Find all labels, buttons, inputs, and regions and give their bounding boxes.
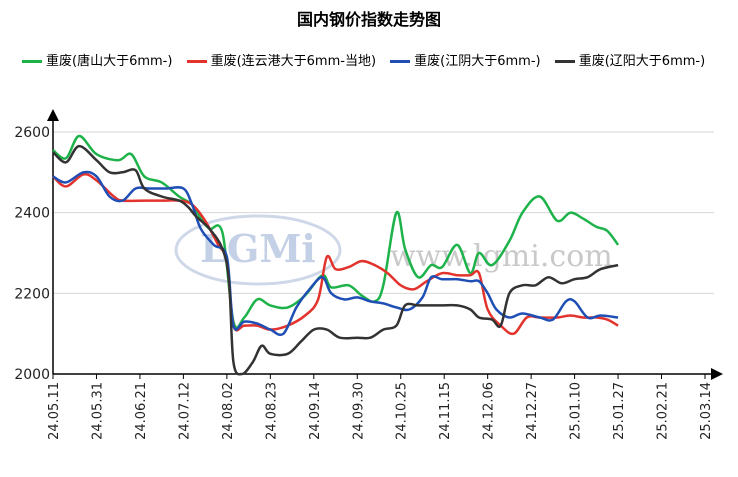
grid: [53, 131, 714, 294]
y-tick-label: 2600: [14, 125, 50, 141]
y-tick-label: 2400: [14, 206, 50, 222]
x-tick-labels: 24.05.11 24.05.31 24.06.21 24.07.12 24.08.02…: [47, 374, 714, 440]
x-tick-label: 24.08.23: [264, 382, 279, 440]
axes: [47, 109, 723, 380]
series-line-0: [52, 134, 620, 329]
x-tick-label: 24.08.02: [221, 382, 236, 440]
x-tick-label: 25.01.27: [612, 382, 627, 440]
series-lines: [52, 134, 620, 376]
series-line-1: [52, 172, 619, 336]
legend-label-lianyungang: 重废(连云港大于6mm-当地): [210, 54, 377, 69]
legend-swatch-liaoyang: [554, 60, 575, 63]
legend-label-tangshan: 重废(唐山大于6mm-): [46, 54, 173, 69]
y-axis-arrow: [47, 109, 59, 121]
x-tick-label: 24.09.14: [308, 382, 323, 440]
legend-swatch-tangshan: [22, 60, 42, 63]
y-tick-label: 2000: [14, 367, 50, 383]
x-tick-label: 25.01.10: [569, 382, 584, 440]
legend-swatch-lianyungang: [186, 60, 207, 63]
x-tick-label: 24.07.12: [177, 382, 192, 440]
legend-item-liaoyang: 重废(辽阳大于6mm-): [554, 52, 706, 71]
x-axis-arrow: [711, 368, 723, 380]
watermark-logo: [174, 214, 342, 286]
legend-item-lianyungang: 重废(连云港大于6mm-当地): [186, 52, 377, 71]
watermark-logo-text: LGMi: [200, 226, 316, 271]
chart-legend: 重废(唐山大于6mm-) 重废(连云港大于6mm-当地) 重废(江阴大于6mm-…: [22, 52, 722, 71]
x-tick-label: 24.05.11: [47, 382, 62, 440]
x-tick-label: 24.06.21: [134, 382, 149, 440]
legend-label-jiangyin: 重废(江阴大于6mm-): [414, 54, 541, 69]
legend-label-liaoyang: 重废(辽阳大于6mm-): [578, 54, 706, 69]
x-tick-label: 25.03.14: [699, 382, 714, 440]
series-line-3: [52, 144, 619, 376]
series-line-2: [52, 170, 619, 337]
x-tick-label: 24.09.30: [351, 382, 366, 440]
x-tick-label: 25.02.21: [656, 382, 671, 440]
y-tick-labels: 2000 2200 2400 2600: [14, 125, 50, 383]
x-tick-label: 24.12.06: [482, 382, 497, 440]
legend-item-tangshan: 重废(唐山大于6mm-): [22, 52, 172, 71]
x-tick-label: 24.11.15: [438, 382, 453, 440]
y-tick-label: 2200: [14, 286, 50, 302]
legend-swatch-jiangyin: [390, 60, 411, 63]
legend-item-jiangyin: 重废(江阴大于6mm-): [390, 52, 541, 71]
x-tick-label: 24.05.31: [90, 382, 105, 440]
chart-title: 国内钢价指数走势图: [296, 10, 441, 29]
x-tick-label: 24.12.27: [525, 382, 540, 440]
x-tick-label: 24.10.25: [395, 382, 410, 440]
